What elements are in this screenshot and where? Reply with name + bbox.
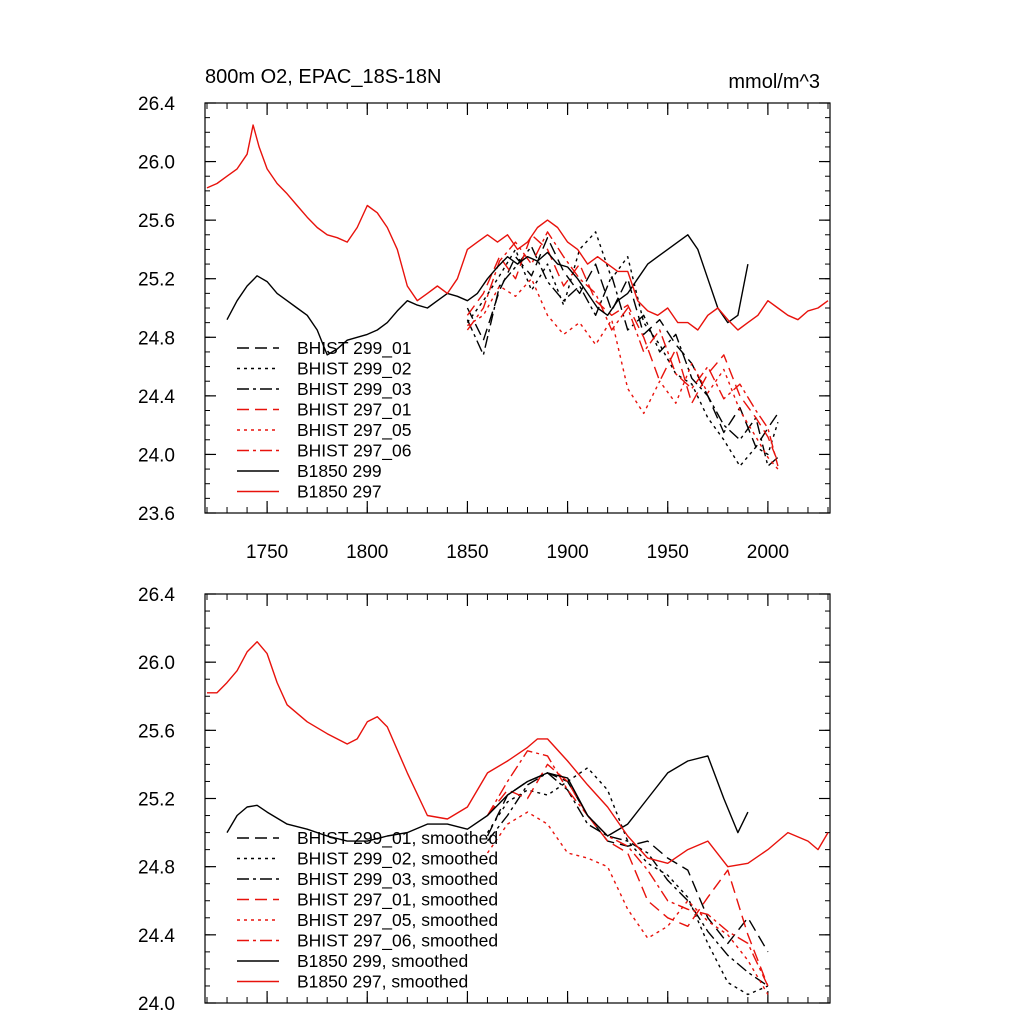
legend-label: BHIST 299_01, smoothed [297,828,498,849]
legend-label: BHIST 297_01 [297,400,411,421]
y-tick-label: 24.8 [138,858,175,879]
y-tick-label: 25.6 [138,721,175,742]
legend-label: BHIST 297_05, smoothed [297,910,498,931]
series-line [486,772,769,953]
legend-label: B1850 297 [297,482,382,502]
x-tick-label: 1900 [546,542,588,563]
x-tick-label: 1950 [647,542,689,563]
series-line [466,231,779,467]
x-tick-label: 1800 [346,542,388,563]
series-line [207,641,829,868]
bottom-panel: 24.0 24.4 24.8 25.2 25.6 26.0 26.4 BHIST 299_01… [138,585,831,1015]
series-line [466,245,779,467]
legend-label: BHIST 297_05 [297,420,411,441]
series-line [226,755,749,842]
x-tick-label: 2000 [747,542,789,563]
y-tick-label: 24.8 [138,328,175,349]
legend-label: BHIST 299_03 [297,379,411,400]
legend-label: B1850 297, smoothed [297,972,468,992]
legend-label: B1850 299, smoothed [297,951,468,971]
legend-label: B1850 299 [297,461,382,481]
legend-label: BHIST 299_02 [297,359,411,380]
y-tick-label: 23.6 [138,504,175,525]
top-panel: 800m O2, EPAC_18S-18N mmol/m^3 1750 1800 1… [138,66,831,563]
legend-label: BHIST 299_02, smoothed [297,849,498,870]
series-line [467,278,779,470]
legend-label: BHIST 297_01, smoothed [297,890,498,911]
x-tick-label: 1850 [446,542,488,563]
chart-title: 800m O2, EPAC_18S-18N [205,66,441,88]
y-tick-label: 24.4 [138,926,175,947]
y-tick-label: 25.2 [138,270,175,291]
units-label: mmol/m^3 [728,71,820,93]
y-tick-label: 26.0 [138,153,175,174]
legend-label: BHIST 299_01 [297,338,411,359]
series-line [486,750,769,987]
y-tick-label: 25.2 [138,790,175,811]
y-tick-label: 26.0 [138,653,175,674]
series-line [206,124,829,331]
series-line [466,231,779,467]
series-line [226,234,749,356]
legend-label: BHIST 297_06, smoothed [297,931,498,952]
series-line [466,234,779,463]
x-tick-label: 1750 [246,542,288,563]
y-tick-label: 24.0 [138,994,175,1015]
y-tick-label: 26.4 [138,94,175,115]
series-line [486,772,769,987]
y-tick-label: 24.4 [138,387,175,408]
y-tick-label: 24.0 [138,445,175,466]
legend-label: BHIST 297_06 [297,441,411,462]
y-tick-label: 25.6 [138,211,175,232]
y-tick-label: 26.4 [138,585,175,606]
legend-label: BHIST 299_03, smoothed [297,869,498,890]
